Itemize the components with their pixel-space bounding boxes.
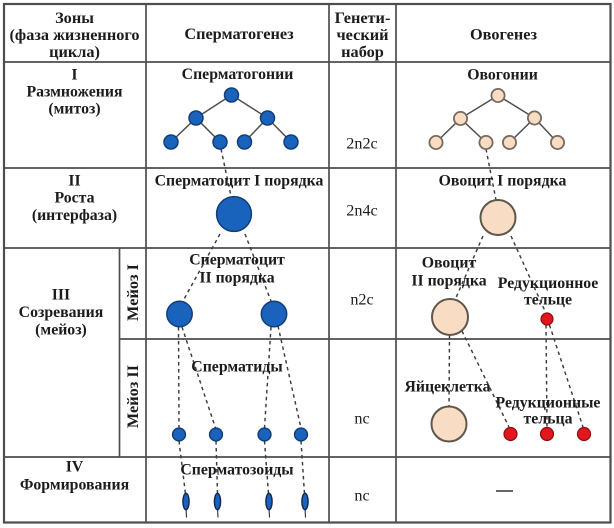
svg-text:2n4c: 2n4c [346,202,377,220]
svg-text:(мейоз): (мейоз) [35,322,87,339]
svg-text:IV: IV [66,459,84,476]
svg-text:Овоцит I порядка: Овоцит I порядка [439,173,567,190]
svg-text:Созревания: Созревания [19,304,104,321]
svg-text:цикла): цикла) [49,42,100,61]
svg-text:Мейоз I: Мейоз I [123,264,142,321]
svg-text:Зоны: Зоны [55,8,94,27]
svg-text:Мейоз II: Мейоз II [123,365,142,428]
svg-text:тельца: тельца [524,411,573,428]
svg-text:III: III [52,287,70,304]
svg-text:набор: набор [341,42,384,61]
svg-text:Размножения: Размножения [26,84,122,101]
svg-text:II порядка: II порядка [199,270,274,287]
svg-text:Редукционное: Редукционное [498,275,598,292]
svg-text:Сперматоцит I порядка: Сперматоцит I порядка [155,173,324,190]
svg-text:n2c: n2c [350,291,373,309]
svg-text:тельце: тельце [524,292,572,309]
svg-text:ческий: ческий [337,25,389,44]
svg-text:nc: nc [354,410,369,428]
svg-text:Роста: Роста [54,190,94,207]
svg-text:(интерфаза): (интерфаза) [32,207,117,224]
svg-text:Формирования: Формирования [20,477,130,494]
svg-text:Сперматозоиды: Сперматозоиды [180,462,293,479]
svg-text:Генети-: Генети- [335,8,391,27]
svg-text:II: II [68,173,80,190]
svg-text:I: I [71,66,77,83]
svg-text:nc: nc [354,487,369,505]
svg-text:Овогонии: Овогонии [467,67,538,84]
svg-text:Сперматогенез: Сперматогенез [184,24,294,43]
svg-text:Сперматиды: Сперматиды [191,359,282,376]
svg-text:Овогенез: Овогенез [470,25,537,44]
svg-text:(фаза жизненного: (фаза жизненного [10,25,140,44]
svg-text:(митоз): (митоз) [48,101,100,118]
svg-text:Яйцеклетка: Яйцеклетка [404,379,490,396]
svg-text:Сперматогонии: Сперматогонии [182,66,294,83]
svg-text:II порядка: II порядка [411,273,486,290]
svg-text:Овоцит: Овоцит [422,255,477,272]
svg-text:2n2c: 2n2c [346,135,377,153]
svg-text:Редукционные: Редукционные [496,395,601,412]
svg-text:Сперматоцит: Сперматоцит [189,252,285,269]
